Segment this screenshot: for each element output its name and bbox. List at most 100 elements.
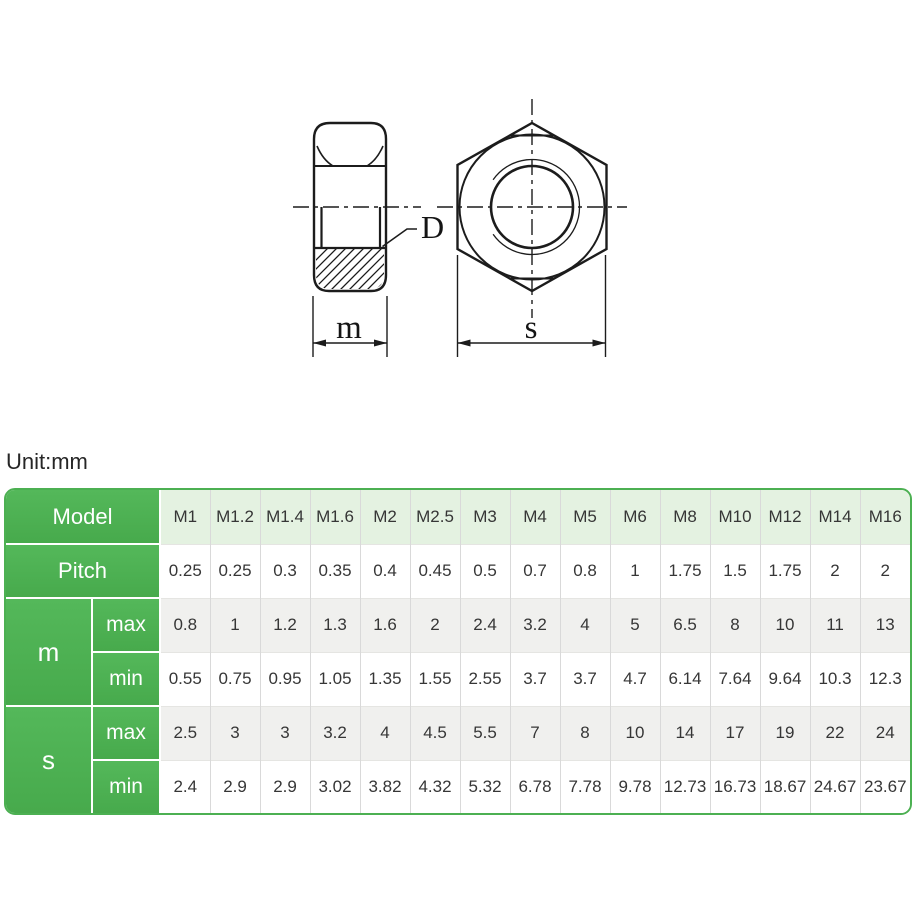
table-cell: 0.55 [159, 651, 211, 706]
hex-nut-drawing: D m [0, 0, 916, 430]
table-cell: M6 [609, 490, 661, 544]
table-cell: 19 [759, 705, 811, 760]
table-cell: 1.5 [709, 543, 761, 598]
chamfer-curve-left [316, 145, 334, 167]
table-cell: 2.9 [259, 759, 311, 813]
table-cell: 3.2 [309, 705, 361, 760]
m-extension-lines [312, 296, 388, 357]
table-cell: 14 [659, 705, 711, 760]
m-label: m [336, 310, 362, 346]
table-cell: 3 [259, 705, 311, 760]
s-max-row: s max 2.5 3 3 3.2 4 4.5 5.5 7 8 10 14 17… [6, 705, 910, 813]
table-cell: 12.3 [859, 651, 910, 706]
table-cell: 3.82 [359, 759, 411, 813]
table-cell: M5 [559, 490, 611, 544]
m-arrow-right [374, 339, 387, 347]
table-cell: M1.2 [209, 490, 261, 544]
table-cell: 23.67 [859, 759, 910, 813]
table-cell: 1 [609, 543, 661, 598]
table-cell: 4.7 [609, 651, 661, 706]
table-cell: 2 [859, 543, 910, 598]
table-cell: 2.5 [159, 705, 211, 760]
table-cell: 5 [609, 597, 661, 652]
table-cell: 2.9 [209, 759, 261, 813]
table-cell: 22 [809, 705, 861, 760]
table-cell: 7.64 [709, 651, 761, 706]
s-arrow-right [592, 339, 606, 347]
table-cell: 4.32 [409, 759, 461, 813]
table-cell: 0.4 [359, 543, 411, 598]
table-cell: 1.55 [409, 651, 461, 706]
table-cell: 1.3 [309, 597, 361, 652]
table-cell: 1.75 [659, 543, 711, 598]
s-label: s [525, 310, 538, 346]
s-min-label: min [92, 760, 162, 813]
m-max-label: max [92, 598, 162, 653]
table-cell: 8 [709, 597, 761, 652]
pitch-row-label: Pitch [6, 544, 162, 599]
table-cell: 0.75 [209, 651, 261, 706]
table-cell: M3 [459, 490, 511, 544]
s-arrow-left [457, 339, 471, 347]
table-cell: M12 [759, 490, 811, 544]
model-row: Model M1 M1.2 M1.4 M1.6 M2 M2.5 M3 M4 M5… [6, 490, 910, 545]
side-view-outline [312, 121, 388, 293]
table-cell: 6.5 [659, 597, 711, 652]
table-cell: 6.78 [509, 759, 561, 813]
m-min-row: min 0.55 0.75 0.95 1.05 1.35 1.55 2.55 3… [6, 651, 910, 707]
table-cell: 3.02 [309, 759, 361, 813]
table-cell: 1.2 [259, 597, 311, 652]
table-cell: M1 [159, 490, 211, 544]
table-cell: 2 [809, 543, 861, 598]
pitch-row: Pitch 0.25 0.25 0.3 0.35 0.4 0.45 0.5 0.… [6, 543, 910, 599]
table-cell: 1.6 [359, 597, 411, 652]
table-cell: 18.67 [759, 759, 811, 813]
table-cell: M14 [809, 490, 861, 544]
table-cell: 4 [559, 597, 611, 652]
table-cell: 1 [209, 597, 261, 652]
table-cell: 4.5 [409, 705, 461, 760]
table-cell: 0.45 [409, 543, 461, 598]
table-cell: 0.8 [559, 543, 611, 598]
s-group-label: s [6, 706, 93, 813]
table-cell: 9.64 [759, 651, 811, 706]
s-dimension: s [456, 255, 607, 357]
table-cell: 13 [859, 597, 910, 652]
table-cell: 10.3 [809, 651, 861, 706]
chamfer-curve-right [366, 145, 384, 167]
m-arrow-left [313, 339, 326, 347]
table-cell: 5.5 [459, 705, 511, 760]
table-cell: 10 [609, 705, 661, 760]
table-cell: 0.25 [209, 543, 261, 598]
table-cell: M1.4 [259, 490, 311, 544]
table-cell: 1.05 [309, 651, 361, 706]
table-cell: 7.78 [559, 759, 611, 813]
table-cell: 17 [709, 705, 761, 760]
d-label: D [421, 209, 444, 245]
model-row-label: Model [6, 490, 162, 545]
spec-table: Model M1 M1.2 M1.4 M1.6 M2 M2.5 M3 M4 M5… [6, 490, 910, 813]
table-cell: 0.35 [309, 543, 361, 598]
table-cell: 0.95 [259, 651, 311, 706]
table-cell: 1.35 [359, 651, 411, 706]
table-cell: 3.7 [509, 651, 561, 706]
table-cell: 9.78 [609, 759, 661, 813]
hex-nut-drawing-svg: D m [293, 99, 627, 357]
m-max-row: m max 0.8 1 1.2 1.3 1.6 2 2.4 3.2 4 5 6.… [6, 597, 910, 707]
d-leader-line [382, 228, 417, 248]
table-cell: 8 [559, 705, 611, 760]
unit-label: Unit:mm [6, 449, 88, 474]
table-cell: 2.4 [459, 597, 511, 652]
table-cell: 0.3 [259, 543, 311, 598]
table-cell: M4 [509, 490, 561, 544]
table-cell: 24 [859, 705, 910, 760]
s-min-row: min 2.4 2.9 2.9 3.02 3.82 4.32 5.32 6.78… [6, 759, 910, 813]
table-cell: 3.7 [559, 651, 611, 706]
table-cell: M2 [359, 490, 411, 544]
table-cell: 2.55 [459, 651, 511, 706]
table-cell: 11 [809, 597, 861, 652]
table-cell: 24.67 [809, 759, 861, 813]
table-cell: M1.6 [309, 490, 361, 544]
m-group-label: m [6, 598, 93, 707]
